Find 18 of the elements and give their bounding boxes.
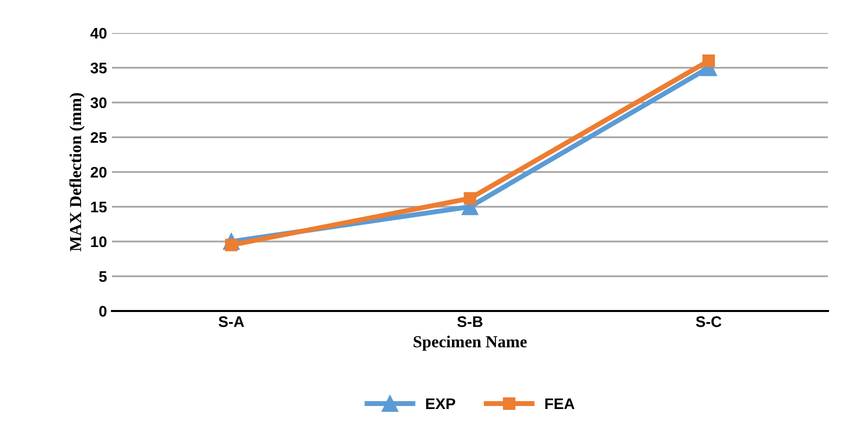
x-axis-title: Specimen Name (414, 336, 527, 351)
y-tick-label: 5 (99, 271, 107, 282)
point (464, 192, 476, 205)
y-tick-label: 10 (91, 236, 107, 248)
legend-label: EXP (426, 398, 456, 409)
x-tick-label: S-C (696, 316, 722, 328)
y-tick-label: 30 (90, 97, 107, 108)
y-tick-label: 25 (90, 132, 107, 143)
legend-label: FEA (545, 398, 574, 409)
x-tick-label: S-B (457, 316, 482, 328)
y-tick-label: 15 (91, 202, 107, 212)
y-tick-label: 0 (99, 306, 107, 317)
y-tick-label: 20 (90, 166, 107, 178)
y-tick-label: 40 (90, 28, 107, 39)
x-tick-label: S-A (218, 316, 244, 328)
y-tick-label: 35 (90, 62, 107, 74)
y-axis-title: MAX Deflection (mm) (69, 93, 85, 252)
point (702, 54, 715, 68)
